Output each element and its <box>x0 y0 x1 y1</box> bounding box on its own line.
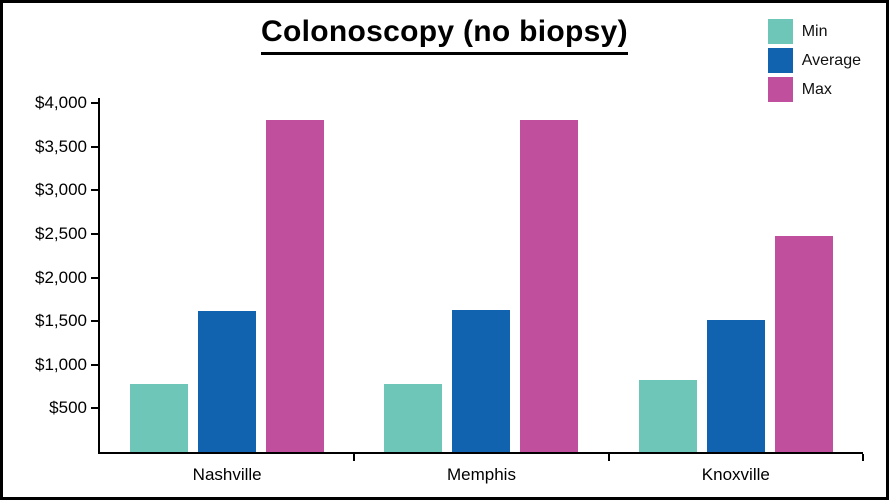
legend-item-min: Min <box>767 19 861 44</box>
x-category-label: Memphis <box>447 465 516 484</box>
bar-group-nashville: Nashville <box>130 98 325 484</box>
y-tick-label: $1,000 <box>35 354 87 374</box>
y-tick-label: $1,500 <box>35 311 87 331</box>
y-axis <box>98 98 100 454</box>
x-category-label: Nashville <box>192 465 262 484</box>
bar-average-knoxville <box>706 320 765 452</box>
bar-max-memphis <box>520 120 579 452</box>
legend-item-max: Max <box>767 77 861 102</box>
bar-max-knoxville <box>774 235 833 452</box>
bar-max-nashville <box>266 120 325 452</box>
y-tick <box>91 276 99 279</box>
y-tick <box>91 189 99 192</box>
bar-group-memphis: Memphis <box>384 98 579 484</box>
bar-min-nashville <box>130 383 189 452</box>
chart-title: Colonoscopy (no biopsy) <box>3 15 886 55</box>
bar-average-nashville <box>198 310 257 452</box>
bar-average-memphis <box>452 309 511 452</box>
y-tick-label: $2,500 <box>35 223 87 243</box>
y-tick <box>91 102 99 104</box>
x-tick <box>353 454 356 461</box>
x-category-label: Knoxville <box>701 465 770 484</box>
chart-title-text: Colonoscopy (no biopsy) <box>261 15 628 55</box>
bar-min-knoxville <box>638 379 697 452</box>
legend-swatch-average <box>767 48 793 73</box>
legend-swatch-max <box>767 77 793 102</box>
legend-swatch-min <box>767 19 793 44</box>
y-tick <box>91 145 99 148</box>
legend-label: Max <box>801 80 832 98</box>
legend-label: Average <box>801 51 861 69</box>
y-tick-label: $3,000 <box>35 180 87 200</box>
legend: Min Average Max <box>767 19 861 102</box>
y-tick <box>91 320 99 323</box>
x-axis <box>98 452 863 454</box>
y-tick-label: $3,500 <box>35 136 87 156</box>
bar-group-knoxville: Knoxville <box>638 98 833 484</box>
x-tick <box>607 454 610 461</box>
x-tick <box>862 454 864 461</box>
legend-item-average: Average <box>767 48 861 73</box>
y-tick-label: $4,000 <box>35 93 87 112</box>
y-tick <box>91 232 99 235</box>
y-tick-label: $2,000 <box>35 267 87 287</box>
y-tick <box>91 363 99 366</box>
y-tick <box>91 407 99 410</box>
legend-label: Min <box>801 22 828 40</box>
bar-min-memphis <box>384 383 443 452</box>
y-tick-label: $500 <box>49 398 87 418</box>
plot-area: Nashville Memphis Knoxville <box>100 98 863 484</box>
